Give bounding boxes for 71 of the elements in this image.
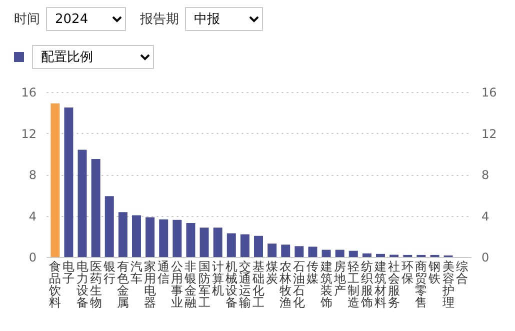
bar: [146, 217, 155, 257]
y2-tick-label: 12: [482, 126, 497, 141]
x-tick-label: 有色金属: [116, 260, 129, 310]
x-tick-label: 传媒: [306, 260, 319, 286]
y-tick-label: 0: [28, 250, 36, 264]
bar: [335, 250, 344, 257]
y2-tick-label: 4: [482, 209, 490, 224]
x-tick-label: 国防军工: [198, 260, 210, 310]
x-tick-label: 医药生物: [90, 260, 102, 310]
bar: [348, 250, 358, 257]
bar: [308, 246, 318, 257]
bar: [78, 150, 87, 257]
bar: [362, 253, 372, 257]
x-tick-label: 电子: [62, 260, 75, 286]
x-tick-label: 机械设备: [225, 260, 238, 310]
bar: [376, 254, 386, 257]
bar: [254, 236, 263, 257]
bar: [268, 244, 277, 257]
bar: [64, 107, 74, 257]
x-tick-label: 房地产: [332, 260, 346, 298]
x-tick-label: 纺织服饰: [360, 260, 373, 310]
dropdown: 2024: [46, 7, 126, 31]
bar: [294, 246, 304, 257]
x-tick-label: 通信: [158, 260, 170, 286]
x-tick-label: 银行: [102, 260, 116, 286]
y-tick-label: 8: [28, 168, 36, 182]
bar: [91, 159, 100, 257]
y2-tick-label: 0: [482, 250, 490, 264]
x-tick-label: 美容护理: [441, 260, 454, 310]
x-tick-label: 家用电器: [144, 260, 156, 310]
x-tick-label: 环保: [402, 260, 414, 286]
x-tick-label: 汽车: [130, 260, 142, 286]
x-tick-label: 建筑装饰: [319, 260, 332, 310]
y2-tick-label: 8: [482, 168, 490, 182]
text: 报告期: [140, 11, 179, 28]
bar: [200, 228, 209, 257]
x-tick-label: 计算机: [212, 260, 224, 298]
x-tick-label: 农林牧渔: [278, 260, 292, 310]
dropdown: 配置比例: [32, 45, 154, 69]
y-tick-label: 16: [21, 86, 36, 100]
y-tick-label: 4: [28, 209, 36, 224]
x-tick-label: 社会服务: [388, 260, 400, 310]
x-tick-label: 煤炭: [266, 260, 278, 286]
bar: [322, 250, 331, 257]
x-tick-label: 食品饮料: [48, 260, 62, 310]
x-tick-label: 石油石化: [293, 260, 306, 310]
text: 时间: [14, 11, 40, 28]
dropdown: 中报: [185, 7, 263, 31]
x-tick-label: 基础化工: [252, 260, 264, 310]
x-tick-label: 钢铁: [428, 260, 441, 286]
bar: [132, 215, 141, 257]
y-tick-label: 12: [21, 126, 36, 141]
x-tick-label: 非银金融: [184, 260, 197, 310]
x-tick-label: 交通运输: [238, 260, 251, 310]
bar: [118, 212, 128, 257]
bar: [213, 228, 222, 257]
x-tick-label: 综合: [456, 260, 468, 286]
bar: [186, 222, 196, 257]
bar: [104, 196, 114, 257]
x-tick-label: 电力设备: [76, 260, 88, 310]
x-tick-label: 建筑材料: [374, 260, 387, 310]
x-tick-label: 轻工制造: [347, 260, 360, 310]
x-tick-label: 商贸零售: [415, 260, 428, 310]
y2-tick-label: 16: [482, 86, 497, 100]
bar: [50, 103, 60, 257]
bar: [240, 234, 250, 257]
bar: [226, 233, 236, 257]
bar: [281, 244, 290, 257]
bar: [172, 220, 182, 257]
x-tick-label: 公用事业: [171, 260, 184, 310]
bar: [159, 219, 168, 257]
